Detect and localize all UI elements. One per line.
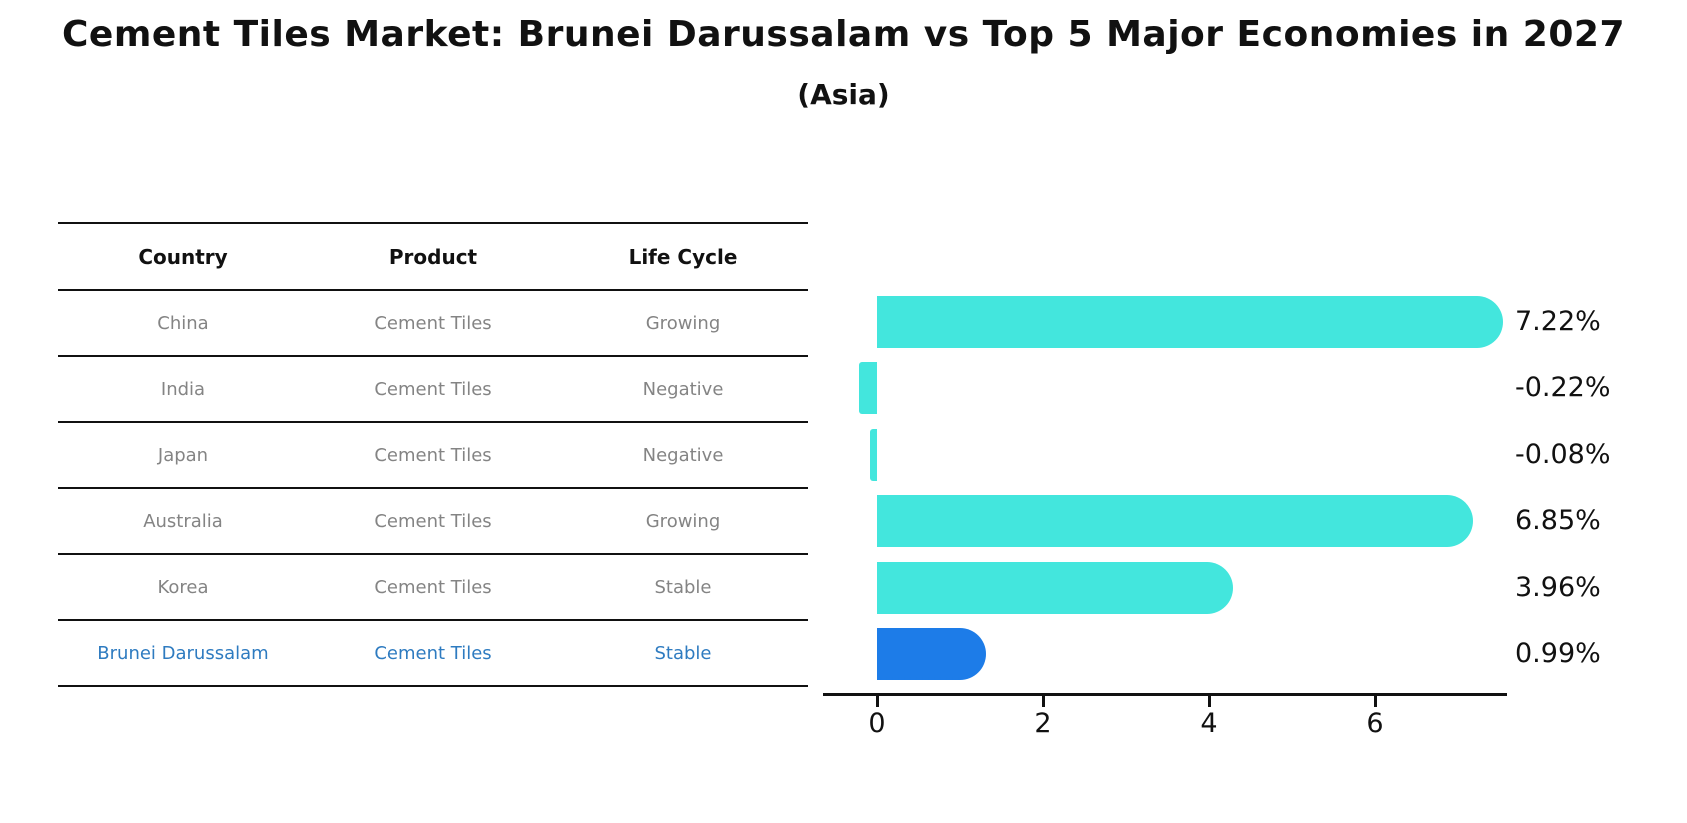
bar-china [877,296,1503,348]
x-axis-tick [1208,696,1211,707]
cell-country: India [160,378,206,400]
x-axis-line [823,693,1507,696]
cell-product: Cement Tiles [374,642,492,664]
chart-title: Cement Tiles Market: Brunei Darussalam v… [61,14,1626,55]
table-row: Korea Cement Tiles Stable [58,554,808,620]
x-axis-tick [876,696,879,707]
x-axis-tick-label: 0 [868,708,886,739]
table-row: China Cement Tiles Growing [58,290,808,356]
cell-product: Cement Tiles [374,312,492,334]
bar-value-label: -0.08% [1515,439,1611,470]
cell-life-cycle: Stable [654,642,712,664]
cell-country: Japan [157,444,209,466]
x-axis-tick-label: 6 [1366,708,1384,739]
country-table: Country Product Life Cycle China Cement … [58,222,808,687]
col-header-country: Country [138,244,228,269]
table-row-highlighted: Brunei Darussalam Cement Tiles Stable [58,620,808,686]
bar-value-label: 6.85% [1515,505,1601,536]
table-header-row: Country Product Life Cycle [58,223,808,290]
cell-life-cycle: Growing [645,510,721,532]
chart-subtitle: (Asia) [797,78,890,111]
x-axis-tick-label: 2 [1034,708,1052,739]
table-row: India Cement Tiles Negative [58,356,808,422]
cell-life-cycle: Growing [645,312,721,334]
cell-product: Cement Tiles [374,576,492,598]
bar-value-label: 0.99% [1515,638,1601,669]
bar-japan [870,429,877,481]
cell-product: Cement Tiles [374,378,492,400]
cell-life-cycle: Stable [654,576,712,598]
x-axis-tick [1042,696,1045,707]
bar-india [859,362,877,414]
cell-life-cycle: Negative [642,444,724,466]
table-row: Australia Cement Tiles Growing [58,488,808,554]
cell-product: Cement Tiles [374,444,492,466]
cell-country: Korea [157,576,209,598]
x-axis-tick [1374,696,1377,707]
col-header-product: Product [388,244,478,269]
bar-australia [877,495,1473,547]
cell-life-cycle: Negative [642,378,724,400]
cell-country: Australia [143,510,223,532]
bar-brunei-darussalam [877,628,986,680]
bar-korea [877,562,1233,614]
bar-value-label: -0.22% [1515,372,1611,403]
cell-country: Brunei Darussalam [97,642,269,664]
bar-value-label: 7.22% [1515,306,1601,337]
table-row: Japan Cement Tiles Negative [58,422,808,488]
cell-product: Cement Tiles [374,510,492,532]
cell-country: China [157,312,209,334]
x-axis-tick-label: 4 [1200,708,1218,739]
col-header-life-cycle: Life Cycle [628,244,738,269]
bar-value-label: 3.96% [1515,572,1601,603]
